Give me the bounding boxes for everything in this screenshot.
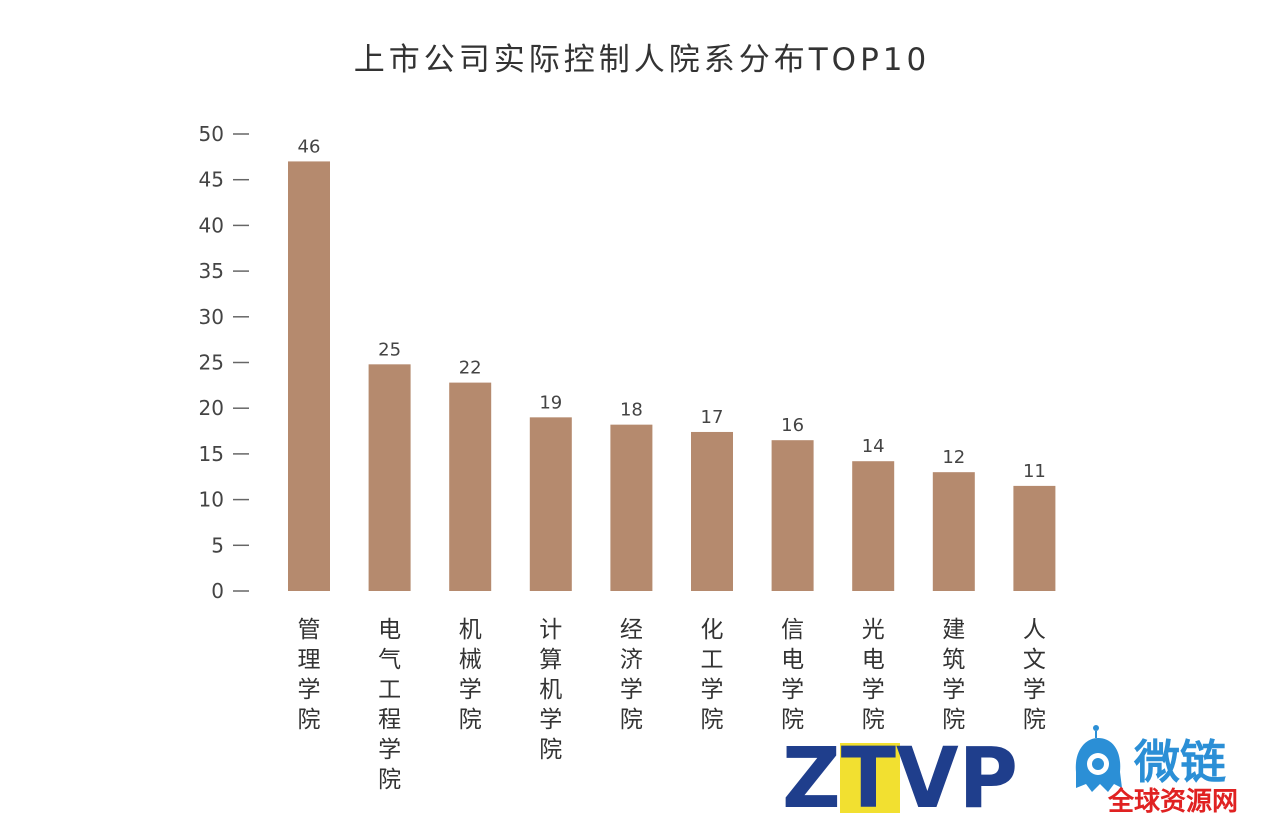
- y-tick-label: 5: [211, 533, 224, 557]
- bar: [368, 364, 411, 591]
- x-tick-label: 机械学院: [459, 617, 482, 733]
- bars: [288, 161, 1056, 592]
- data-label: 17: [701, 407, 724, 428]
- ztvp-logo: ZTVP: [782, 735, 1018, 815]
- data-label: 19: [539, 392, 562, 413]
- bar: [771, 440, 814, 591]
- data-label: 12: [942, 447, 965, 468]
- y-axis: 0 5 10 15 20 25 30 35 40 45 50: [199, 122, 249, 603]
- x-tick-label: 经济学院: [620, 617, 643, 733]
- y-tick-label: 50: [199, 122, 224, 146]
- y-tick-label: 0: [211, 579, 224, 603]
- x-axis: 管理学院 电气工程学院 机械学院 计算机学院 经济学院 化工学院 信电学院 光电学院 建筑学院 人…: [298, 617, 1046, 793]
- bar: [691, 431, 733, 591]
- data-label: 18: [620, 400, 643, 421]
- y-tick-label: 20: [199, 396, 224, 420]
- y-tick-label: 45: [199, 168, 224, 192]
- y-tick-label: 25: [199, 351, 224, 375]
- y-tick-label: 10: [199, 488, 224, 512]
- data-label: 14: [862, 436, 885, 457]
- data-label: 16: [781, 415, 804, 436]
- y-tick-label: 30: [199, 305, 224, 329]
- data-label: 46: [298, 136, 321, 157]
- x-tick-label: 人文学院: [1023, 617, 1046, 733]
- y-tick-label: 15: [199, 442, 224, 466]
- x-tick-label: 电气工程学院: [378, 617, 401, 793]
- bar: [288, 161, 330, 592]
- x-tick-label: 建筑学院: [942, 617, 965, 733]
- weilian-sub-text: 全球资源网: [1107, 786, 1238, 817]
- y-tick-label: 40: [199, 213, 224, 237]
- x-tick-label: 化工学院: [701, 617, 724, 733]
- data-labels: 46 25 22 19 18 17 16 14 12 11: [298, 136, 1046, 481]
- x-tick-label: 信电学院: [781, 617, 804, 733]
- weilian-logo: 微链 全球资源网: [1075, 725, 1238, 817]
- x-tick-label: 计算机学院: [539, 617, 562, 763]
- data-label: 22: [459, 358, 482, 379]
- chart-title: 上市公司实际控制人院系分布TOP10: [354, 42, 930, 78]
- bar: [1013, 485, 1056, 591]
- x-tick-label: 管理学院: [298, 617, 321, 733]
- ztvp-logo-text: ZTVP: [782, 735, 1018, 815]
- bar: [932, 472, 975, 591]
- octopus-icon: [1075, 725, 1122, 792]
- bar: [610, 424, 653, 591]
- data-label: 11: [1023, 461, 1046, 482]
- weilian-logo-text: 微链: [1133, 735, 1226, 789]
- y-tick-label: 35: [199, 259, 224, 283]
- bar: [529, 417, 572, 591]
- x-tick-label: 光电学院: [862, 617, 885, 733]
- bar: [449, 382, 492, 591]
- bar: [852, 461, 895, 591]
- data-label: 25: [378, 339, 401, 360]
